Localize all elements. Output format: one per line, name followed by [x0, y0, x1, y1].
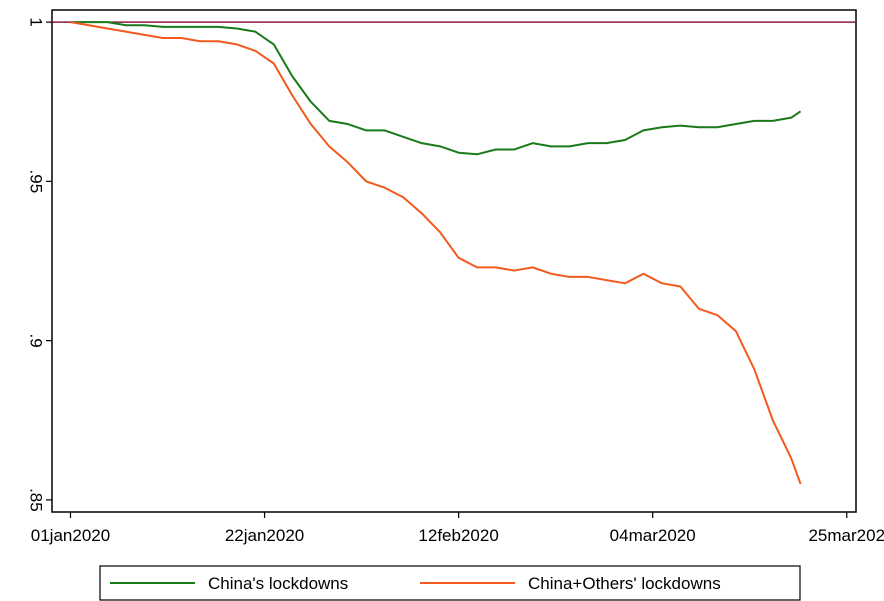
series-line [70, 21, 802, 156]
x-tick-label: 12feb2020 [418, 526, 498, 545]
y-tick-label: .85 [27, 488, 46, 512]
y-tick-label: .95 [27, 170, 46, 194]
series-line [70, 21, 802, 485]
y-tick-label: .9 [27, 334, 46, 348]
x-tick-label: 22jan2020 [225, 526, 304, 545]
legend-label: China+Others' lockdowns [528, 574, 721, 593]
x-tick-label: 01jan2020 [31, 526, 110, 545]
legend-label: China's lockdowns [208, 574, 348, 593]
plot-frame [51, 9, 857, 513]
x-tick-label: 25mar202 [808, 526, 884, 545]
x-tick-label: 04mar2020 [610, 526, 696, 545]
y-tick-label: 1 [27, 17, 46, 26]
